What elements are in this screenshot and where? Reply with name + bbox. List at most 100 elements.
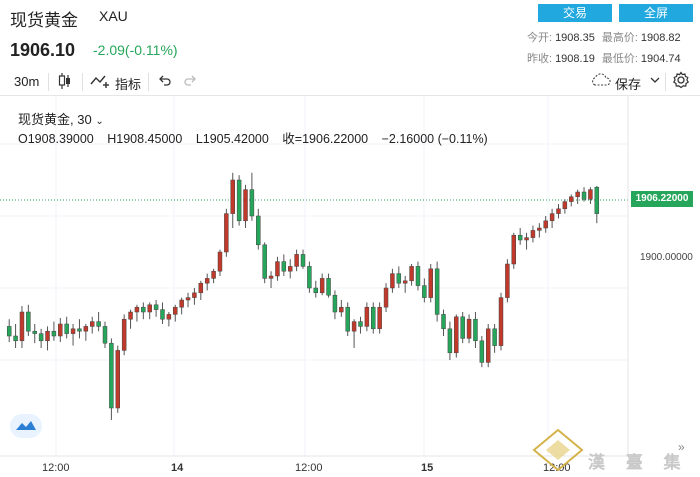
save-button[interactable]: 保存: [615, 77, 642, 92]
candle-body: [160, 309, 165, 320]
candle-body: [364, 306, 370, 327]
indicators-icon[interactable]: [90, 73, 112, 92]
candle-body: [179, 299, 184, 308]
candle-body: [192, 292, 197, 298]
watermark-logo-icon: [532, 428, 584, 472]
candle-body: [121, 318, 127, 351]
candle-body: [517, 234, 523, 241]
candle-body: [492, 328, 497, 346]
indicators-button[interactable]: 指标: [115, 77, 142, 92]
undo-icon[interactable]: [158, 72, 172, 91]
candle-body: [211, 270, 216, 279]
candle-body: [524, 237, 529, 241]
candle-body: [473, 318, 478, 342]
candle-body: [147, 304, 152, 313]
cloud-save-icon[interactable]: [590, 72, 612, 91]
high-label: 最高价:: [601, 32, 638, 44]
legend-series-name[interactable]: 现货黄金, 30 ⌄: [18, 109, 104, 128]
candle-body: [77, 328, 82, 332]
candle-style-icon[interactable]: [58, 72, 72, 93]
tradingview-logo-badge[interactable]: [10, 414, 42, 438]
candle-body: [383, 287, 389, 308]
interval-selector[interactable]: 30m: [14, 74, 40, 89]
price-chart[interactable]: [0, 96, 700, 477]
candle-body: [185, 297, 191, 301]
candle-body: [19, 311, 25, 342]
prev-close-label: 昨收:: [527, 53, 553, 65]
candle-body: [32, 330, 37, 334]
candle-body: [396, 273, 402, 284]
candle-body: [402, 280, 408, 284]
open-label: 今开:: [527, 32, 553, 44]
x-tick-label: 15: [421, 462, 434, 474]
candle-body: [332, 294, 338, 313]
candle-body: [102, 326, 108, 344]
x-tick-label: 12:00: [295, 462, 323, 474]
candle-body: [441, 314, 446, 330]
candle-body: [454, 316, 459, 354]
chevron-down-icon[interactable]: ⌄: [95, 116, 104, 127]
candle-body: [230, 179, 235, 214]
candle-body: [13, 335, 18, 342]
candle-body: [581, 191, 587, 200]
candle-body: [351, 321, 357, 332]
candle-body: [115, 350, 121, 409]
candle-body: [377, 306, 382, 330]
low-label: 最低价:: [601, 53, 638, 65]
current-price-tag: 1906.22000: [631, 191, 693, 207]
candle-body: [409, 266, 414, 282]
candle-body: [319, 278, 325, 294]
instrument-symbol: XAU: [99, 8, 128, 24]
candle-body: [428, 268, 433, 298]
candle-body: [498, 297, 504, 346]
candle-body: [530, 230, 536, 238]
candle-body: [281, 261, 287, 272]
prev-close-value: 1908.19: [555, 53, 595, 65]
ohlc-legend: O1908.39000 H1908.45000 L1905.42000 收=19…: [18, 128, 498, 147]
candle-body: [505, 263, 510, 298]
legend-open: O1908.39000: [18, 132, 94, 146]
trade-button[interactable]: 交易: [538, 4, 612, 22]
x-tick-label: 12:00: [42, 462, 70, 474]
candle-body: [262, 244, 267, 279]
candle-body: [447, 328, 453, 354]
gear-icon[interactable]: [672, 71, 690, 92]
candle-body: [594, 186, 600, 214]
candle-body: [26, 311, 31, 332]
legend-name: 现货黄金, 30: [18, 112, 92, 127]
legend-close: 收=1906.22000: [282, 132, 369, 146]
price-change: -2.09(-0.11%): [93, 42, 178, 58]
legend-delta: −2.16000 (−0.11%): [381, 132, 488, 146]
candle-body: [543, 220, 548, 229]
candle-body: [390, 273, 395, 289]
candle-body: [204, 278, 210, 284]
fullscreen-button[interactable]: 全屏: [619, 4, 693, 22]
candle-body: [96, 321, 101, 327]
instrument-title: 现货黄金: [10, 11, 78, 30]
candle-body: [313, 287, 319, 294]
chevron-down-icon[interactable]: [650, 73, 660, 88]
watermark-text: 漢 臺 集 團: [588, 453, 689, 472]
stats-row-2: 昨收: 1908.19 最低价: 1904.74: [527, 50, 681, 66]
candle-body: [300, 254, 306, 267]
chart-toolbar: 30m 指标 保存: [0, 66, 700, 96]
candle-body: [58, 323, 63, 337]
candle-body: [537, 227, 542, 231]
candle-body: [166, 314, 172, 320]
candle-body: [243, 189, 248, 222]
candle-body: [339, 306, 344, 313]
redo-icon[interactable]: [183, 72, 197, 91]
candle-body: [511, 234, 517, 265]
candle-body: [358, 321, 363, 327]
candle-body: [434, 268, 440, 315]
candle-body: [371, 306, 376, 330]
y-tick-label: 1900.00000: [640, 252, 693, 263]
candle-body: [64, 323, 69, 334]
candle-body: [89, 321, 95, 327]
candle-body: [51, 330, 57, 337]
scroll-right-icon[interactable]: »: [678, 440, 685, 454]
candle-body: [249, 189, 255, 217]
candle-body: [479, 340, 485, 363]
candle-body: [45, 330, 50, 342]
candle-body: [575, 191, 580, 198]
